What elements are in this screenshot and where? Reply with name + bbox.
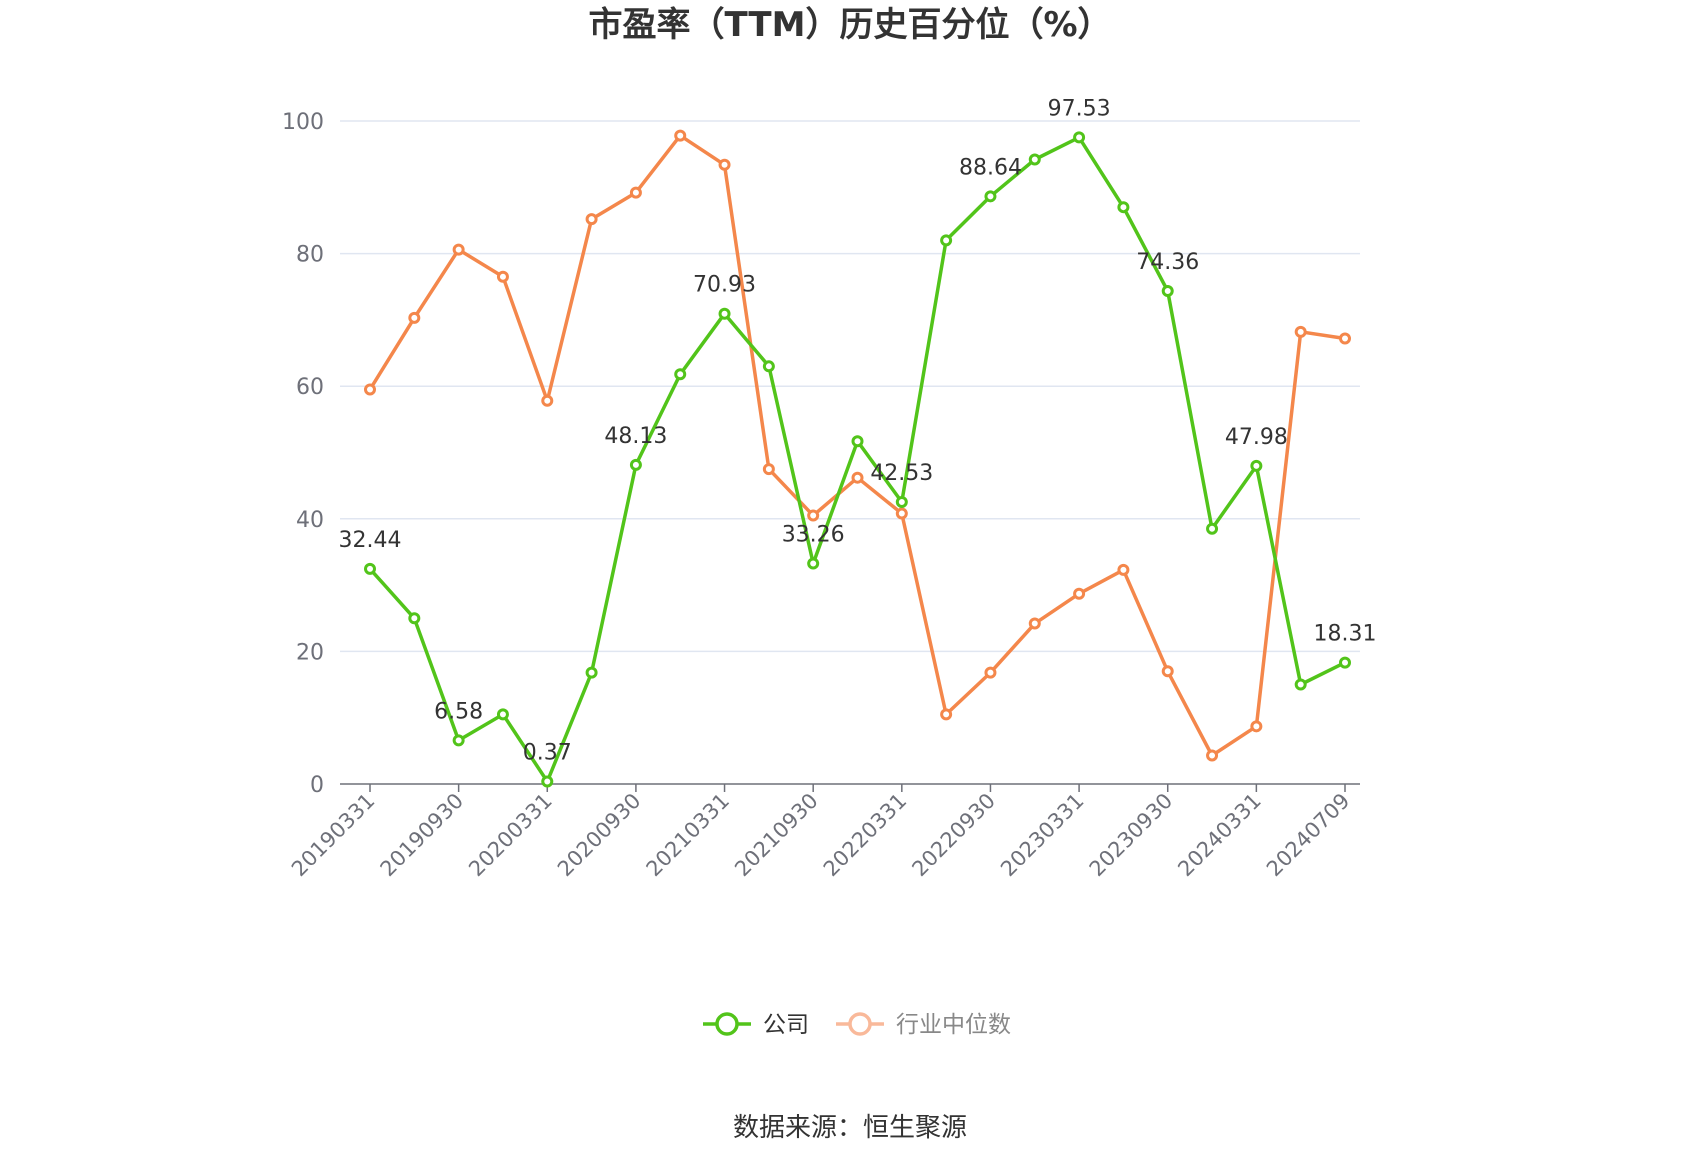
y-tick-label: 100 <box>282 110 324 135</box>
y-tick-label: 0 <box>310 773 324 798</box>
data-label: 48.13 <box>604 424 667 449</box>
data-point <box>364 562 376 575</box>
series-line-0 <box>368 135 1346 784</box>
data-label: 47.98 <box>1225 425 1288 450</box>
data-point <box>1294 678 1307 691</box>
legend-marker[interactable] <box>848 1012 872 1036</box>
x-tick-label: 20200930 <box>553 789 646 882</box>
data-point <box>851 435 864 448</box>
data-point <box>1206 749 1219 762</box>
data-point <box>452 734 465 747</box>
data-point <box>895 507 908 520</box>
data-label: 0.37 <box>523 741 572 766</box>
data-label: 70.93 <box>693 273 756 298</box>
data-point <box>1339 656 1351 669</box>
data-point <box>629 186 642 199</box>
data-point <box>496 270 509 283</box>
axes: 0 20 40 60 80 100 2019033120190930202003312020… <box>282 110 1360 881</box>
x-tick-label: 20200331 <box>464 789 557 882</box>
data-label: 74.36 <box>1136 250 1199 275</box>
data-label: 18.31 <box>1314 622 1377 647</box>
chart-title: 市盈率（TTM）历史百分位（%） <box>588 5 1111 45</box>
data-point <box>408 311 421 324</box>
series-layer <box>364 129 1351 788</box>
x-tick-label: 20240709 <box>1262 789 1355 882</box>
data-point <box>851 471 864 484</box>
data-point <box>718 158 731 171</box>
data-point <box>674 129 687 142</box>
x-tick-label: 20220930 <box>907 789 1000 882</box>
legend-marker[interactable] <box>715 1012 739 1036</box>
data-label: 32.44 <box>339 528 402 553</box>
data-point <box>1206 522 1219 535</box>
data-point <box>984 666 997 679</box>
x-tick-label: 20230331 <box>996 789 1089 882</box>
y-tick-label: 60 <box>296 375 324 400</box>
data-point <box>541 775 554 788</box>
y-tick-label: 80 <box>296 243 324 268</box>
data-point <box>1073 587 1086 600</box>
data-point <box>1073 131 1086 144</box>
legend[interactable]: 公司 行业中位数 <box>703 1012 1011 1038</box>
data-point <box>496 708 509 721</box>
x-tick-label: 20190930 <box>376 789 469 882</box>
legend-label[interactable]: 行业中位数 <box>896 1012 1011 1038</box>
data-label: 42.53 <box>870 461 933 486</box>
data-label: 97.53 <box>1048 96 1111 121</box>
data-point <box>762 360 775 373</box>
y-tick-label: 40 <box>296 508 324 533</box>
data-point <box>1250 459 1263 472</box>
data-point <box>1028 617 1041 630</box>
x-tick-label: 20230930 <box>1085 789 1178 882</box>
data-label: 33.26 <box>782 522 845 547</box>
data-point <box>1161 284 1174 297</box>
source-note: 数据来源：恒生聚源 <box>733 1113 967 1143</box>
data-point <box>940 234 953 247</box>
data-point <box>940 708 953 721</box>
x-tick-label: 20210930 <box>730 789 823 882</box>
data-point <box>452 243 465 256</box>
data-point <box>408 612 421 625</box>
data-point <box>1117 563 1130 576</box>
data-point <box>807 557 820 570</box>
data-point <box>585 666 598 679</box>
data-point <box>629 458 642 471</box>
y-tick-label: 20 <box>296 640 324 665</box>
data-point <box>1117 201 1130 214</box>
data-point <box>1250 720 1263 733</box>
data-point <box>762 463 775 476</box>
data-point <box>674 368 687 381</box>
data-point <box>1028 153 1041 166</box>
data-point <box>541 394 554 407</box>
data-label: 88.64 <box>959 155 1022 180</box>
data-point <box>807 509 820 522</box>
x-tick-label: 20210331 <box>642 789 735 882</box>
data-labels: 32.44 6.58 0.37 48.13 70.93 33.26 42.53 88.64 97… <box>339 96 1377 765</box>
x-tick-label: 20240331 <box>1173 789 1266 882</box>
data-point <box>585 213 598 226</box>
x-tick-label: 20190331 <box>287 789 380 882</box>
data-point <box>1294 325 1307 338</box>
data-point <box>718 307 731 320</box>
x-tick-label: 20220331 <box>819 789 912 882</box>
data-point <box>984 190 997 203</box>
legend-label[interactable]: 公司 <box>763 1012 809 1038</box>
data-point <box>364 383 376 396</box>
data-label: 6.58 <box>434 699 483 724</box>
data-point <box>895 496 908 509</box>
data-point <box>1339 332 1351 345</box>
data-point <box>1161 665 1174 678</box>
grid-lines <box>340 120 1360 653</box>
